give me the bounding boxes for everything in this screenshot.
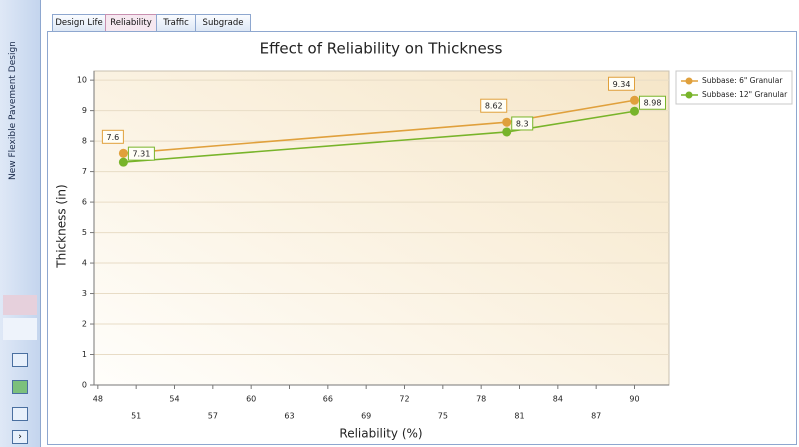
chart-title: Effect of Reliability on Thickness: [260, 40, 503, 58]
y-tick-label: 4: [82, 259, 87, 268]
y-tick-label: 9: [82, 106, 87, 115]
data-point: [502, 127, 512, 137]
data-label: 8.3: [516, 119, 529, 128]
y-tick-label: 5: [82, 228, 87, 237]
tab[interactable]: Traffic: [156, 14, 196, 31]
x-tick-label: 57: [208, 412, 218, 421]
x-axis-label: Reliability (%): [339, 427, 422, 441]
data-label-box: [127, 146, 155, 161]
chart: Effect of Reliability on Thickness 0 1 2 3 4 5…: [55, 40, 793, 441]
legend: [675, 70, 793, 105]
x-tick-label: 90: [629, 395, 639, 404]
x-tick-label: 84: [553, 395, 563, 404]
data-point: [502, 117, 512, 127]
chart-icon[interactable]: [12, 380, 28, 394]
x-tick-label: 60: [246, 395, 256, 404]
data-label: 7.31: [132, 150, 150, 159]
data-point: [118, 148, 128, 158]
data-label: 7.6: [107, 133, 120, 142]
x-tick-label: 87: [591, 412, 601, 421]
sidebar-title: New Flexible Pavement Design: [8, 41, 18, 180]
x-tick-label: 66: [323, 395, 333, 404]
y-tick-label: 7: [82, 167, 87, 176]
doc-icon[interactable]: [12, 407, 28, 421]
y-tick-label: 2: [82, 320, 87, 329]
y-tick-label: 0: [82, 381, 87, 390]
x-tick-label: 75: [438, 412, 448, 421]
y-tick-label: 1: [82, 350, 87, 359]
y-tick-label: 6: [82, 198, 87, 207]
x-tick-label: 81: [514, 412, 524, 421]
chart-panel: Effect of Reliability on Thickness 0 1 2 3 4 5…: [47, 31, 797, 445]
data-point: [118, 157, 128, 167]
sidebar-band: [3, 318, 37, 340]
expand-button[interactable]: ›: [12, 430, 28, 444]
x-tick-label: 51: [131, 412, 141, 421]
data-label-box: [639, 95, 666, 110]
sidebar: New Flexible Pavement Design ›: [0, 0, 41, 447]
data-label-box: [608, 76, 635, 91]
tab[interactable]: Design Life: [52, 14, 106, 31]
data-label-box: [480, 98, 508, 113]
legend-label: Subbase: 6" Granular: [702, 76, 783, 85]
x-tick-label: 63: [284, 412, 294, 421]
data-point: [630, 95, 639, 105]
x-tick-label: 78: [476, 395, 486, 404]
y-tick-label: 3: [82, 289, 87, 298]
y-tick-label: 8: [82, 137, 87, 146]
data-label-box: [511, 116, 534, 131]
y-tick-label: 10: [77, 76, 87, 85]
legend-swatch: [685, 77, 693, 85]
data-label: 8.62: [485, 102, 503, 111]
data-label: 9.34: [613, 80, 631, 89]
y-axis-label: Thickness (in): [55, 184, 69, 268]
x-tick-label: 72: [399, 395, 409, 404]
tab[interactable]: Subgrade: [195, 14, 251, 31]
data-point: [630, 106, 639, 116]
plot-area: [93, 70, 670, 386]
legend-swatch: [685, 91, 693, 99]
x-tick-label: 48: [93, 395, 103, 404]
data-label-box: [101, 129, 124, 144]
grid-icon[interactable]: [12, 353, 28, 367]
x-tick-label: 54: [169, 395, 179, 404]
tab[interactable]: Reliability: [105, 14, 157, 31]
x-tick-label: 69: [361, 412, 371, 421]
sidebar-band: [3, 295, 37, 315]
legend-label: Subbase: 12" Granular: [702, 90, 788, 99]
data-label: 8.98: [644, 99, 662, 108]
